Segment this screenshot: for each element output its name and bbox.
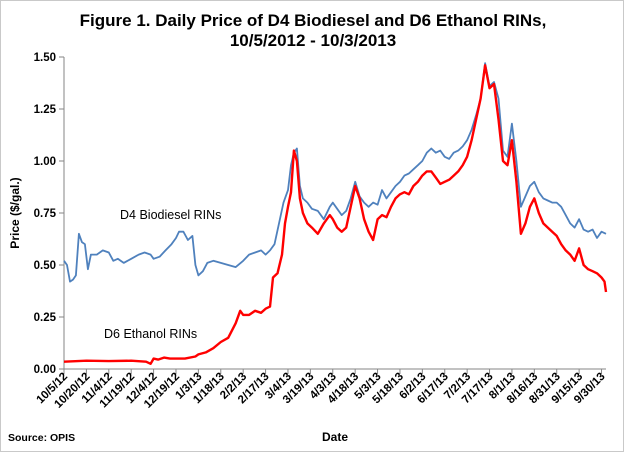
y-tick-label: 1.50 xyxy=(34,52,56,64)
x-axis-title: Date xyxy=(322,430,348,444)
y-tick-label: 1.00 xyxy=(34,156,56,168)
y-axis-title: Price ($/gal.) xyxy=(8,177,22,248)
source-note: Source: OPIS xyxy=(8,432,76,444)
y-tick-label: 0.75 xyxy=(34,208,57,220)
y-tick-label: 0.00 xyxy=(34,364,56,376)
series-line-d4-biodiesel xyxy=(63,62,607,283)
y-tick-label: 0.50 xyxy=(34,260,56,272)
x-axis-ticks: 10/5/1210/20/1211/4/1211/19/1212/4/1212/… xyxy=(35,369,608,411)
chart-title-line-1: Figure 1. Daily Price of D4 Biodiesel an… xyxy=(79,11,547,30)
chart-title: Figure 1. Daily Price of D4 Biodiesel an… xyxy=(1,11,624,51)
y-axis-ticks: 0.00 0.25 0.50 0.75 1.00 1.25 1.50 xyxy=(34,52,64,376)
series-line-d6-ethanol xyxy=(63,64,608,365)
y-tick-label: 1.25 xyxy=(34,104,57,116)
series-lines xyxy=(63,62,608,365)
series-label-d4-biodiesel: D4 Biodiesel RINs xyxy=(120,208,221,222)
series-label-d6-ethanol: D6 Ethanol RINs xyxy=(104,327,197,341)
chart-title-line-2: 10/5/2012 - 10/3/2013 xyxy=(229,31,397,50)
y-tick-label: 0.25 xyxy=(34,312,57,324)
